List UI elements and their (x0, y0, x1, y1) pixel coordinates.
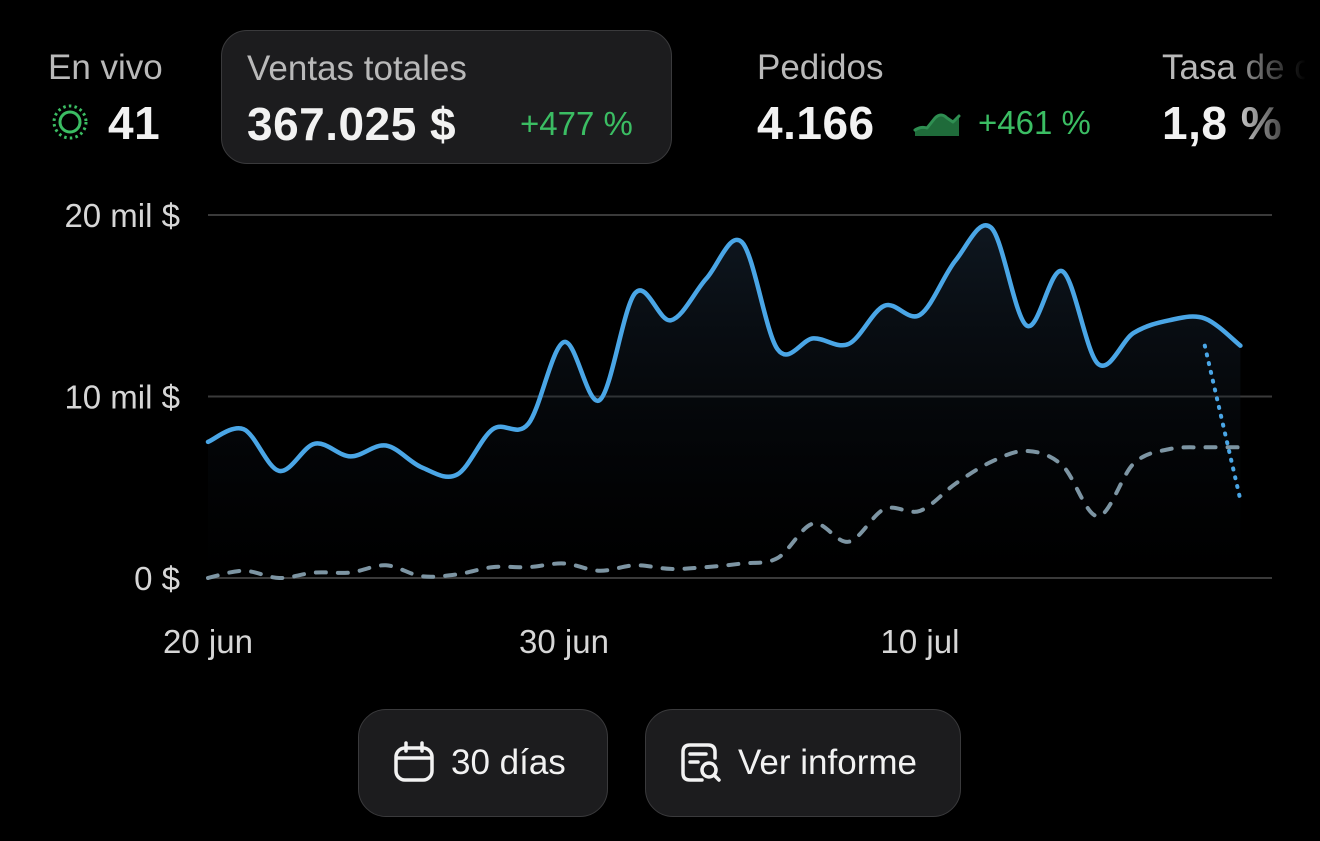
data-point-s0-24 (1059, 268, 1065, 274)
y-tick-label: 10 mil $ (64, 379, 180, 416)
live-pulse-icon (52, 104, 88, 140)
view-report-button[interactable]: Ver informe (645, 709, 961, 817)
data-point-s0-22 (988, 225, 994, 231)
data-point-s0-9 (525, 421, 531, 427)
data-point-s0-21 (953, 257, 959, 263)
metric-sales-change: +477 % (520, 105, 633, 142)
data-point-s2-4 (347, 570, 353, 576)
y-tick-label: 20 mil $ (64, 197, 180, 234)
data-point-s2-11 (597, 568, 603, 574)
data-point-s2-1 (241, 568, 247, 574)
metric-orders-value: 4.166 (757, 97, 875, 149)
data-point-s2-16 (775, 555, 781, 561)
data-point-s0-3 (312, 441, 318, 447)
data-point-s2-25 (1095, 513, 1101, 519)
calendar-icon (394, 741, 434, 782)
data-point-s2-23 (1024, 448, 1030, 454)
data-point-s1-29 (1237, 497, 1243, 503)
x-tick-label: 20 jun (163, 623, 253, 660)
sales-line-chart: 0 $ 10 mil $ 20 mil $ 20 jun 30 jun 10 jul (64, 197, 1272, 660)
data-point-s2-14 (703, 564, 709, 570)
data-point-s2-13 (668, 566, 674, 572)
data-point-s2-5 (383, 562, 389, 568)
data-point-s0-12 (632, 290, 638, 296)
data-point-s2-0 (205, 575, 211, 581)
data-point-s2-12 (632, 562, 638, 568)
data-point-s0-28 (1202, 315, 1208, 321)
sales-area (208, 225, 1241, 578)
metric-orders-label: Pedidos (757, 48, 884, 87)
data-point-s0-26 (1131, 330, 1137, 336)
x-tick-label: 10 jul (881, 623, 960, 660)
date-range-button[interactable]: 30 días (358, 709, 608, 817)
data-point-s0-19 (881, 303, 887, 309)
metric-sales-value: 367.025 $ (247, 98, 457, 150)
data-point-s0-13 (668, 317, 674, 323)
trend-up-icon (913, 113, 961, 136)
sales-line-projection (1202, 343, 1243, 502)
data-point-s0-10 (561, 339, 567, 345)
sales-line (205, 223, 1243, 480)
data-point-s2-10 (561, 560, 567, 566)
metric-conversion[interactable]: Tasa de c 1,8 % (1162, 30, 1320, 164)
data-point-s1-28 (1202, 343, 1208, 349)
metric-sales-label: Ventas totales (247, 49, 467, 88)
metric-orders-change: +461 % (978, 104, 1091, 141)
data-point-s0-2 (276, 468, 282, 474)
data-point-s2-20 (917, 508, 923, 514)
data-point-s0-27 (1166, 317, 1172, 323)
data-point-s2-8 (490, 564, 496, 570)
data-point-s0-18 (846, 341, 852, 347)
data-point-s0-0 (205, 439, 211, 445)
date-range-label: 30 días (451, 743, 566, 782)
data-point-s2-2 (276, 575, 282, 581)
data-point-s0-5 (383, 443, 389, 449)
data-point-s2-24 (1059, 462, 1065, 468)
metric-live-label: En vivo (48, 48, 163, 87)
report-search-icon (681, 743, 721, 782)
data-point-s2-21 (953, 481, 959, 487)
data-point-s2-3 (312, 570, 318, 576)
comparison-line (206, 445, 1243, 581)
data-point-s0-20 (917, 312, 923, 318)
data-point-s0-11 (597, 397, 603, 403)
data-point-s0-8 (490, 426, 496, 432)
data-point-s2-17 (810, 521, 816, 527)
data-point-s2-9 (525, 564, 531, 570)
data-point-s0-7 (454, 472, 460, 478)
data-point-s0-14 (703, 276, 709, 282)
data-point-s2-19 (881, 506, 887, 512)
data-point-s2-27 (1166, 446, 1172, 452)
metric-conversion-value: 1,8 % (1162, 97, 1283, 149)
view-report-label: Ver informe (738, 743, 917, 782)
data-point-s0-1 (241, 426, 247, 432)
data-point-s0-25 (1095, 361, 1101, 367)
metric-conversion-label: Tasa de c (1162, 48, 1312, 87)
data-point-s0-4 (347, 453, 353, 459)
metric-orders[interactable]: Pedidos 4.166 +461 % (757, 30, 1137, 164)
data-point-s2-18 (846, 539, 852, 545)
data-point-s0-15 (739, 239, 745, 245)
data-point-s0-23 (1024, 323, 1030, 329)
data-point-s2-22 (988, 459, 994, 465)
y-tick-label: 0 $ (134, 560, 180, 597)
data-point-s2-28 (1202, 444, 1208, 450)
data-point-s2-7 (454, 571, 460, 577)
data-point-s2-29 (1237, 444, 1243, 450)
data-point-s2-6 (419, 573, 425, 579)
data-point-s2-26 (1131, 461, 1137, 467)
data-point-s0-16 (775, 346, 781, 352)
data-point-s0-6 (419, 464, 425, 470)
x-tick-label: 30 jun (519, 623, 609, 660)
data-point-s2-15 (739, 560, 745, 566)
metric-live-value: 41 (108, 97, 161, 149)
metric-sales-card[interactable]: Ventas totales 367.025 $ +477 % (221, 30, 672, 164)
metric-live[interactable]: En vivo 41 (48, 30, 198, 164)
data-point-s0-17 (810, 335, 816, 341)
data-point-s0-29 (1237, 343, 1243, 349)
